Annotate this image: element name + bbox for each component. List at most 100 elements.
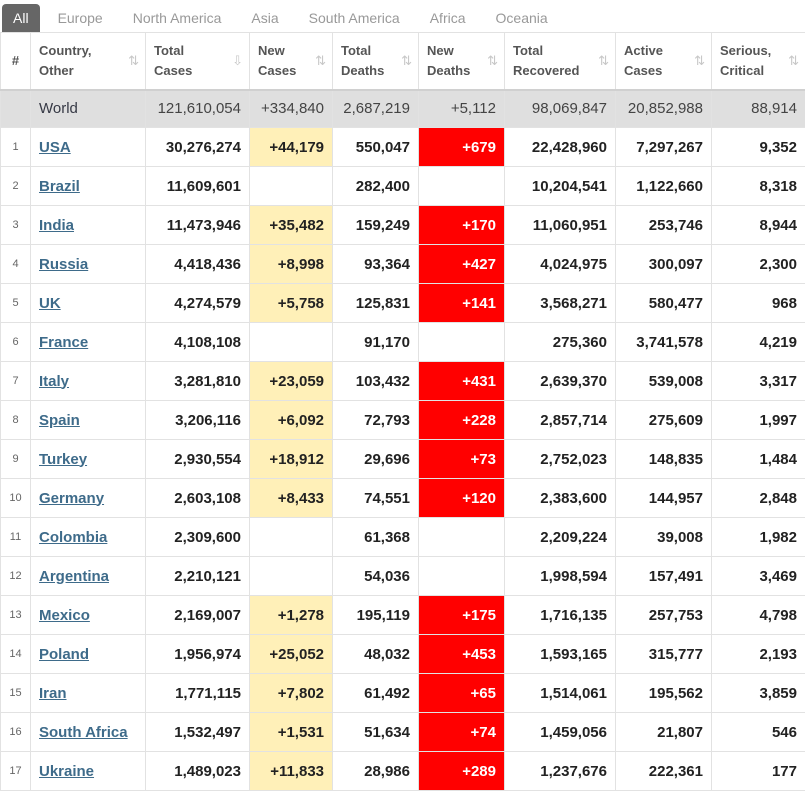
tab-oceania[interactable]: Oceania bbox=[495, 10, 548, 26]
country-link[interactable]: Ukraine bbox=[39, 762, 95, 780]
table-row: 9 Turkey 2,930,554 +18,912 29,696 +73 2,752,02… bbox=[0, 439, 805, 479]
total-recovered-cell: 1,459,056 bbox=[504, 712, 616, 752]
country-link[interactable]: UK bbox=[39, 294, 61, 312]
active-cases-cell: 7,297,267 bbox=[615, 127, 712, 167]
row-number: 11 bbox=[0, 517, 31, 557]
country-link[interactable]: USA bbox=[39, 138, 71, 156]
header-serious-critical[interactable]: Serious, Critical ⇅ bbox=[711, 32, 805, 91]
active-cases-cell: 253,746 bbox=[615, 205, 712, 245]
header-label: Cases bbox=[258, 62, 297, 78]
header-total-deaths[interactable]: Total Deaths ⇅ bbox=[332, 32, 419, 91]
total-deaths-cell: 550,047 bbox=[332, 127, 419, 167]
country-link[interactable]: Colombia bbox=[39, 528, 108, 546]
tab-europe[interactable]: Europe bbox=[57, 10, 103, 26]
country-link[interactable]: Russia bbox=[39, 255, 89, 273]
active-cases-cell: 257,753 bbox=[615, 595, 712, 635]
country-link[interactable]: Iran bbox=[39, 684, 67, 702]
sort-desc-icon[interactable]: ⇩ bbox=[232, 52, 243, 68]
country-cell: Italy bbox=[30, 361, 146, 401]
row-number: 3 bbox=[0, 205, 31, 245]
new-deaths-cell: +170 bbox=[418, 205, 505, 245]
country-link[interactable]: France bbox=[39, 333, 89, 351]
active-cases-cell: 1,122,660 bbox=[615, 166, 712, 206]
table-row: 1 USA 30,276,274 +44,179 550,047 +679 22,428,9… bbox=[0, 127, 805, 167]
total-recovered-cell: 1,514,061 bbox=[504, 673, 616, 713]
table-row: 5 UK 4,274,579 +5,758 125,831 +141 3,568,271 58… bbox=[0, 283, 805, 323]
row-number: 9 bbox=[0, 439, 31, 479]
active-cases-cell: 222,361 bbox=[615, 751, 712, 791]
sort-icon[interactable]: ⇅ bbox=[315, 52, 326, 68]
new-deaths-cell: +175 bbox=[418, 595, 505, 635]
header-new-cases[interactable]: New Cases ⇅ bbox=[249, 32, 333, 91]
header-country[interactable]: Country, Other ⇅ bbox=[30, 32, 146, 91]
header-new-deaths[interactable]: New Deaths ⇅ bbox=[418, 32, 505, 91]
total-recovered-cell: 4,024,975 bbox=[504, 244, 616, 284]
serious-cell: 1,982 bbox=[711, 517, 805, 557]
sort-icon[interactable]: ⇅ bbox=[128, 52, 139, 68]
serious-cell: 9,352 bbox=[711, 127, 805, 167]
header-total-recovered[interactable]: Total Recovered ⇅ bbox=[504, 32, 616, 91]
country-link[interactable]: Turkey bbox=[39, 450, 88, 468]
sort-icon[interactable]: ⇅ bbox=[598, 52, 609, 68]
active-cases-cell: 157,491 bbox=[615, 556, 712, 596]
new-cases-cell: +8,433 bbox=[249, 478, 333, 518]
country-link[interactable]: Brazil bbox=[39, 177, 80, 195]
new-cases-cell: +5,758 bbox=[249, 283, 333, 323]
country-link[interactable]: Poland bbox=[39, 645, 90, 663]
total-cases-cell: 2,603,108 bbox=[145, 478, 250, 518]
country-link[interactable]: India bbox=[39, 216, 75, 234]
country-link[interactable]: Spain bbox=[39, 411, 80, 429]
country-cell: Poland bbox=[30, 634, 146, 674]
country-cell: Mexico bbox=[30, 595, 146, 635]
country-cell: Iran bbox=[30, 673, 146, 713]
total-cases-cell: 4,418,436 bbox=[145, 244, 250, 284]
tab-africa[interactable]: Africa bbox=[429, 10, 466, 26]
header-label: Other bbox=[39, 62, 74, 78]
total-cases-cell: 1,956,974 bbox=[145, 634, 250, 674]
tab-asia[interactable]: Asia bbox=[251, 10, 279, 26]
total-recovered-cell: 1,593,165 bbox=[504, 634, 616, 674]
serious-cell: 2,193 bbox=[711, 634, 805, 674]
country-link[interactable]: Germany bbox=[39, 489, 105, 507]
tab-all[interactable]: All bbox=[2, 4, 40, 32]
active-cases-cell: 3,741,578 bbox=[615, 322, 712, 362]
country-link[interactable]: South Africa bbox=[39, 723, 128, 741]
country-link[interactable]: Argentina bbox=[39, 567, 110, 585]
tab-south-america[interactable]: South America bbox=[308, 10, 400, 26]
country-link[interactable]: Italy bbox=[39, 372, 70, 390]
serious-cell: 1,997 bbox=[711, 400, 805, 440]
sort-icon[interactable]: ⇅ bbox=[487, 52, 498, 68]
serious-cell: 546 bbox=[711, 712, 805, 752]
sort-icon[interactable]: ⇅ bbox=[401, 52, 412, 68]
serious-cell: 1,484 bbox=[711, 439, 805, 479]
sort-icon[interactable]: ⇅ bbox=[788, 52, 799, 68]
header-total-cases[interactable]: Total Cases ⇩ bbox=[145, 32, 250, 91]
country-link[interactable]: Mexico bbox=[39, 606, 90, 624]
new-cases-cell bbox=[249, 166, 333, 206]
total-cases-cell: 11,609,601 bbox=[145, 166, 250, 206]
new-cases-cell: +1,278 bbox=[249, 595, 333, 635]
header-label: Cases bbox=[624, 62, 663, 78]
total-deaths-cell: 103,432 bbox=[332, 361, 419, 401]
serious-cell: 2,300 bbox=[711, 244, 805, 284]
row-number: 7 bbox=[0, 361, 31, 401]
header-label: Total bbox=[154, 42, 185, 58]
world-new-deaths: +5,112 bbox=[418, 89, 505, 128]
new-deaths-cell: +453 bbox=[418, 634, 505, 674]
header-active-cases[interactable]: Active Cases ⇅ bbox=[615, 32, 712, 91]
country-cell: France bbox=[30, 322, 146, 362]
world-total-deaths: 2,687,219 bbox=[332, 89, 419, 128]
total-cases-cell: 1,771,115 bbox=[145, 673, 250, 713]
header-label: Serious, bbox=[720, 42, 772, 58]
row-number: 1 bbox=[0, 127, 31, 167]
header-num[interactable]: # bbox=[0, 32, 31, 91]
header-label: Recovered bbox=[513, 62, 580, 78]
table-row: 11 Colombia 2,309,600 61,368 2,209,224 39,008… bbox=[0, 517, 805, 557]
sort-icon[interactable]: ⇅ bbox=[694, 52, 705, 68]
new-deaths-cell: +65 bbox=[418, 673, 505, 713]
new-deaths-cell: +431 bbox=[418, 361, 505, 401]
total-recovered-cell: 2,383,600 bbox=[504, 478, 616, 518]
table-row: 6 France 4,108,108 91,170 275,360 3,741,578 4,… bbox=[0, 322, 805, 362]
new-cases-cell: +25,052 bbox=[249, 634, 333, 674]
tab-north-america[interactable]: North America bbox=[132, 10, 222, 26]
